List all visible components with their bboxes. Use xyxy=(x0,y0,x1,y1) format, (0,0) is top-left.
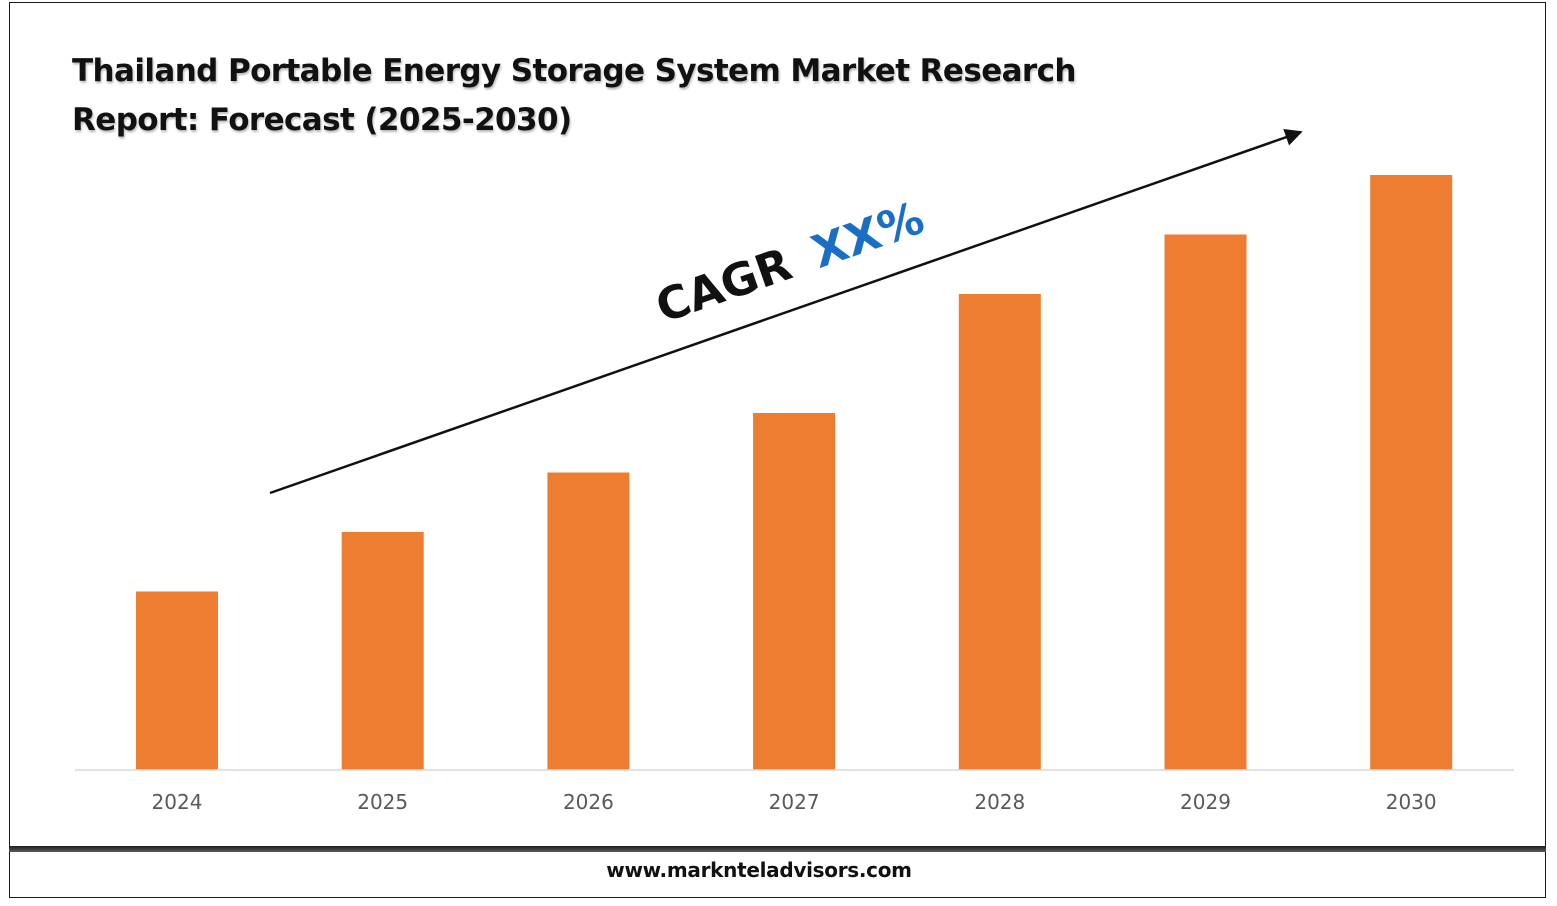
x-tick-label-2028: 2028 xyxy=(974,790,1025,814)
x-tick-label-2026: 2026 xyxy=(563,790,614,814)
x-tick-label-2027: 2027 xyxy=(769,790,820,814)
footer-bar xyxy=(9,846,1546,852)
bar-2024 xyxy=(136,591,218,770)
chart-title-line-1: Thailand Portable Energy Storage System … xyxy=(72,53,1076,89)
x-tick-label-2029: 2029 xyxy=(1180,790,1231,814)
bar-2029 xyxy=(1164,234,1247,770)
x-tick-label-2030: 2030 xyxy=(1386,790,1437,814)
bars-group xyxy=(136,175,1453,770)
trend-arrow xyxy=(269,128,1303,495)
bar-2025 xyxy=(341,532,424,770)
bar-2028 xyxy=(958,294,1041,770)
x-tick-label-2025: 2025 xyxy=(357,790,408,814)
chart-title-line-2: Report: Forecast (2025-2030) xyxy=(72,102,572,138)
x-tick-label-2024: 2024 xyxy=(152,790,203,814)
footer-website-link[interactable]: www.marknteladvisors.com xyxy=(606,858,912,882)
bar-2026 xyxy=(547,472,630,770)
cagr-value: XX% xyxy=(805,191,931,279)
x-tick-labels: 2024 2025 2026 2027 2028 2029 2030 xyxy=(152,790,1437,814)
bar-2027 xyxy=(753,413,836,770)
cagr-label: CAGR xyxy=(649,237,798,333)
chart-title: Thailand Portable Energy Storage System … xyxy=(72,47,1132,145)
bar-2030 xyxy=(1370,175,1453,770)
